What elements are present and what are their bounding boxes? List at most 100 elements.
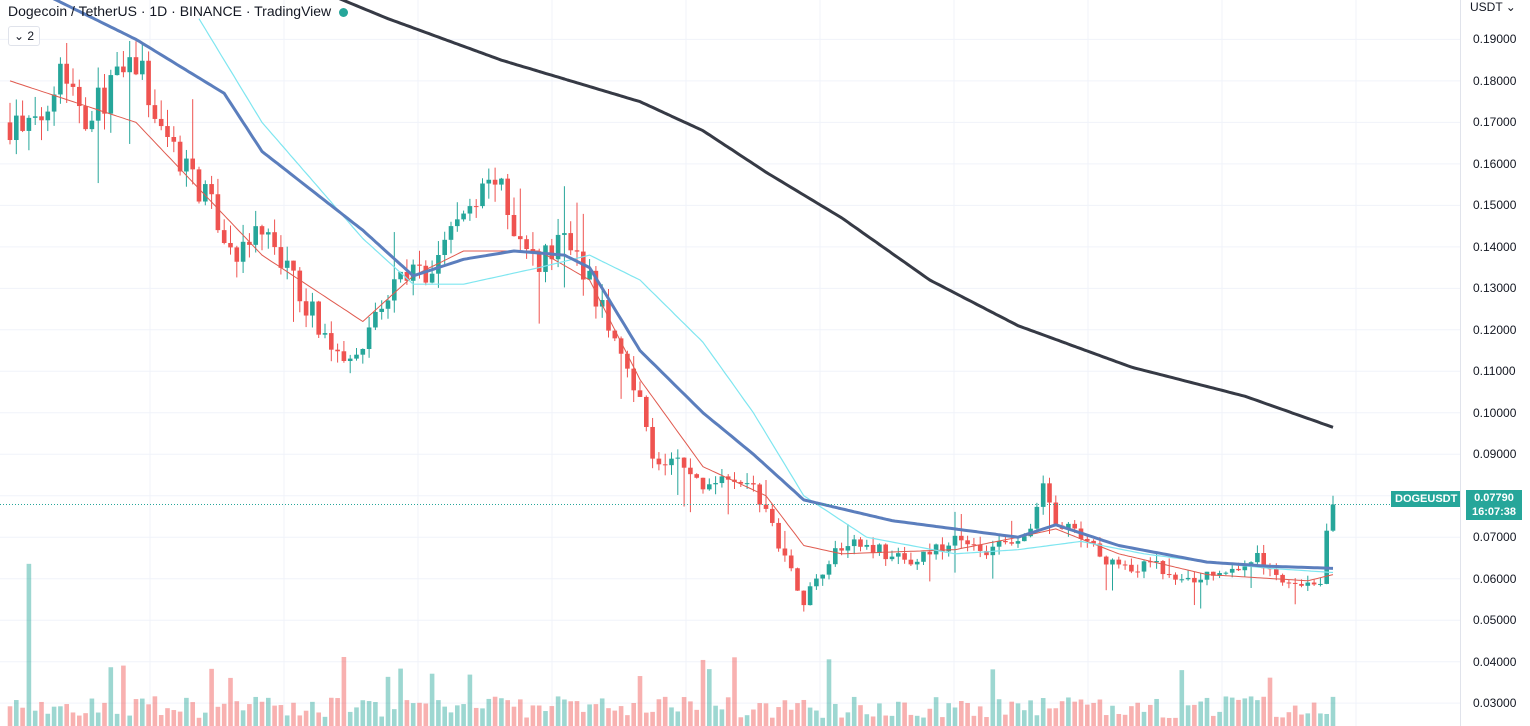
candle-body xyxy=(1103,556,1109,565)
volume-bar xyxy=(965,702,970,726)
candle-body xyxy=(480,183,485,207)
candle-body xyxy=(757,484,762,505)
currency-selector[interactable]: USDT ⌄ xyxy=(1470,0,1516,14)
volume-bar xyxy=(694,709,699,726)
price-tick-label: 0.07000 xyxy=(1473,530,1517,545)
volume-bar xyxy=(83,713,88,726)
volume-bar xyxy=(719,709,725,726)
candle-body xyxy=(473,206,479,208)
candle-body xyxy=(631,368,636,391)
volume-bar xyxy=(889,715,895,726)
candle-body xyxy=(675,457,681,459)
candle-body xyxy=(921,551,926,562)
volume-bar xyxy=(1236,699,1241,726)
moving-average-slow xyxy=(338,0,1334,429)
volume-bar xyxy=(700,659,706,726)
volume-bar xyxy=(984,717,989,726)
last-price-value: 0.07790 xyxy=(1474,492,1514,504)
volume-bar xyxy=(45,713,51,726)
candle-body xyxy=(221,230,227,243)
volume-bar xyxy=(385,676,391,726)
volume-bar xyxy=(807,707,813,726)
volume-bar xyxy=(1330,696,1336,726)
price-axis[interactable]: 0.19000 0.18000 0.17000 0.16000 0.15000 0.140… xyxy=(1460,0,1530,726)
volume-bar xyxy=(562,699,567,726)
volume-bar xyxy=(303,710,309,726)
candle-body xyxy=(373,311,378,328)
volume-bar xyxy=(959,701,964,726)
candle-body xyxy=(694,474,699,478)
candle-body xyxy=(1311,582,1317,585)
bar-countdown: 16:07:38 xyxy=(1471,506,1517,518)
candle-body xyxy=(1236,568,1241,571)
candle-body xyxy=(171,137,177,142)
candle-body xyxy=(536,252,542,272)
price-tick-label: 0.12000 xyxy=(1473,322,1517,337)
candle-body xyxy=(436,254,441,274)
price-chart[interactable]: Dogecoin / TetherUS · 1D · BINANCE · Tra… xyxy=(0,0,1460,726)
candle-body xyxy=(240,241,246,262)
volume-bar xyxy=(7,706,13,726)
candle-body xyxy=(146,60,151,106)
volume-bar xyxy=(158,715,164,726)
candle-body xyxy=(455,219,460,227)
volume-bar xyxy=(278,705,284,726)
volume-bar xyxy=(644,712,649,726)
candle-body xyxy=(959,535,964,541)
candle-body xyxy=(284,260,290,268)
volume-bar xyxy=(1198,701,1203,726)
chart-canvas[interactable] xyxy=(0,0,1460,726)
volume-bar xyxy=(581,711,586,726)
candle-body xyxy=(209,184,214,195)
volume-bar xyxy=(1179,670,1185,726)
volume-bar xyxy=(410,703,416,726)
indicator-collapse-button[interactable]: ⌄ 2 xyxy=(8,26,41,46)
volume-bar xyxy=(436,700,441,726)
candle-body xyxy=(404,271,410,281)
volume-bar xyxy=(89,698,95,726)
candle-body xyxy=(1173,574,1178,580)
candle-body xyxy=(707,484,712,490)
candle-body xyxy=(341,351,347,362)
volume-bar xyxy=(102,702,107,726)
candle-body xyxy=(1110,559,1115,565)
candle-body xyxy=(807,586,813,606)
volume-bar xyxy=(366,701,372,726)
volume-bar xyxy=(732,657,737,726)
volume-bar xyxy=(688,701,693,726)
candle-body xyxy=(568,233,573,251)
candle-body xyxy=(329,333,334,350)
volume-bar xyxy=(1085,704,1090,726)
volume-bar xyxy=(1059,701,1065,726)
candle-body xyxy=(385,300,391,309)
volume-bar xyxy=(536,705,542,726)
moving-average-mid xyxy=(52,0,1334,570)
volume-bar xyxy=(240,710,246,726)
volume-bar xyxy=(883,715,888,726)
volume-bar xyxy=(335,698,340,726)
volume-bar xyxy=(1160,717,1166,726)
candle-body xyxy=(1053,502,1059,526)
volume-bar xyxy=(1003,714,1008,726)
candle-body xyxy=(1255,552,1260,563)
candle-body xyxy=(429,273,435,283)
candle-body xyxy=(121,66,126,73)
candle-body xyxy=(1261,552,1266,569)
volume-bar xyxy=(902,702,907,726)
candle-body xyxy=(165,126,170,138)
volume-bar xyxy=(587,704,592,726)
volume-bar xyxy=(1292,705,1298,726)
volume-bar xyxy=(1028,700,1033,726)
volume-bar xyxy=(423,703,429,726)
volume-bar xyxy=(190,702,195,726)
candle-body xyxy=(278,247,284,268)
volume-bar xyxy=(1091,702,1096,726)
moving-average-cyan xyxy=(198,18,1334,574)
candle-body xyxy=(272,232,277,248)
candle-body xyxy=(1318,583,1323,585)
volume-bar xyxy=(952,707,958,726)
volume-bar xyxy=(1053,708,1059,726)
volume-bar xyxy=(291,702,296,726)
volume-bar xyxy=(1223,696,1229,726)
candle-body xyxy=(58,63,63,95)
